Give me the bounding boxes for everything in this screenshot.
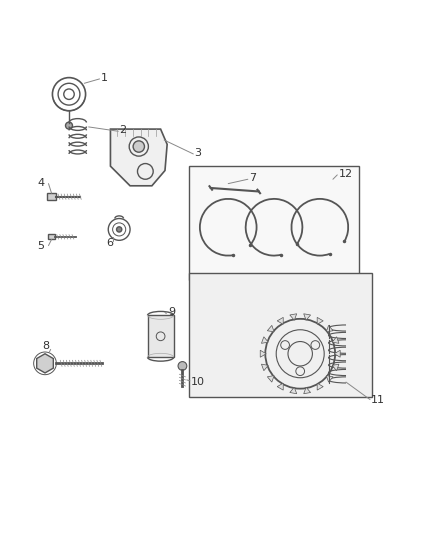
Circle shape [133, 141, 144, 152]
Text: 8: 8 [42, 341, 49, 351]
Text: 2: 2 [119, 125, 126, 135]
Text: 4: 4 [37, 177, 44, 188]
Text: 9: 9 [168, 308, 175, 317]
Polygon shape [325, 376, 332, 382]
Circle shape [116, 227, 121, 232]
Bar [48, 234, 55, 239]
Text: 3: 3 [194, 148, 201, 158]
Polygon shape [325, 325, 332, 332]
Polygon shape [261, 337, 268, 343]
Polygon shape [261, 364, 268, 371]
Text: 11: 11 [371, 395, 385, 406]
Polygon shape [110, 129, 167, 186]
Bar [47, 193, 56, 200]
Polygon shape [267, 376, 273, 382]
Text: 5: 5 [37, 240, 44, 251]
Polygon shape [333, 350, 339, 357]
Polygon shape [316, 383, 322, 390]
Polygon shape [289, 314, 296, 320]
FancyBboxPatch shape [188, 166, 358, 280]
Text: 12: 12 [338, 169, 352, 179]
Circle shape [178, 361, 186, 370]
Polygon shape [332, 364, 338, 371]
Text: 7: 7 [249, 173, 256, 183]
Text: 1: 1 [101, 72, 108, 83]
FancyBboxPatch shape [188, 273, 371, 398]
Polygon shape [332, 337, 338, 343]
Polygon shape [37, 354, 53, 373]
Polygon shape [303, 387, 310, 394]
Polygon shape [289, 387, 296, 394]
Polygon shape [316, 317, 322, 324]
Polygon shape [267, 325, 273, 332]
Circle shape [65, 122, 72, 129]
Polygon shape [276, 317, 283, 324]
Text: 10: 10 [191, 377, 205, 387]
Polygon shape [260, 350, 265, 357]
Polygon shape [276, 383, 283, 390]
Text: 6: 6 [106, 238, 113, 248]
Bar [147, 316, 173, 357]
Polygon shape [303, 314, 310, 320]
